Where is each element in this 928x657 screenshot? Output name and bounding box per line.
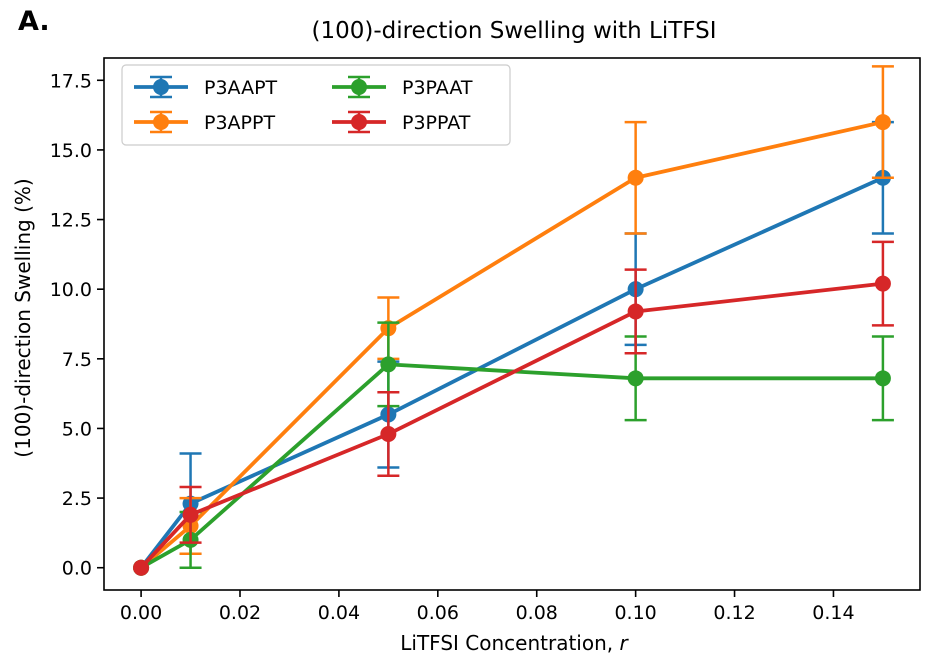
legend-marker <box>153 114 169 130</box>
chart-title: (100)-direction Swelling with LiTFSI <box>311 18 716 44</box>
data-point <box>380 426 397 443</box>
legend-label: P3PAAT <box>402 77 473 99</box>
data-point <box>627 303 644 320</box>
data-point <box>627 169 644 186</box>
y-tick-label: 5.0 <box>62 418 92 440</box>
series-p3ppat <box>133 240 894 576</box>
legend-box <box>121 64 511 146</box>
x-axis-variable: r <box>619 631 629 655</box>
y-tick-label: 2.5 <box>62 488 92 510</box>
x-tick-label: 0.08 <box>516 602 558 624</box>
x-tick-label: 0.10 <box>614 602 656 624</box>
x-axis-title: LiTFSI Concentration, r <box>400 631 629 655</box>
y-axis-title: (100)-direction Swelling (%) <box>11 178 35 457</box>
legend-label: P3APPT <box>204 112 275 134</box>
y-tick-label: 15.0 <box>50 140 92 162</box>
data-point <box>627 370 644 387</box>
data-point <box>874 275 891 292</box>
data-point <box>133 559 150 576</box>
x-tick-label: 0.12 <box>713 602 755 624</box>
y-tick-label: 7.5 <box>62 349 92 371</box>
panel-label: A. <box>18 6 50 37</box>
data-point <box>380 356 397 373</box>
x-tick-label: 0.14 <box>812 602 854 624</box>
legend-marker <box>153 79 169 95</box>
y-tick-label: 17.5 <box>50 70 92 92</box>
legend-marker <box>351 114 367 130</box>
y-tick-label: 12.5 <box>50 210 92 232</box>
plot-area <box>104 58 920 590</box>
legend-label: P3AAPT <box>204 77 278 99</box>
legend-item-p3appt: P3APPT <box>134 110 275 134</box>
legend-item-p3ppat: P3PPAT <box>332 110 471 134</box>
x-tick-label: 0.02 <box>219 602 261 624</box>
data-point <box>874 114 891 131</box>
legend-item-p3paat: P3PAAT <box>332 75 473 99</box>
x-tick-label: 0.00 <box>120 602 162 624</box>
x-tick-label: 0.06 <box>417 602 459 624</box>
data-point <box>182 506 199 523</box>
y-tick-label: 0.0 <box>62 558 92 580</box>
x-tick-label: 0.04 <box>318 602 360 624</box>
x-axis-title-text: LiTFSI Concentration, <box>400 631 619 655</box>
legend-item-p3aapt: P3AAPT <box>134 75 278 99</box>
y-tick-label: 10.0 <box>50 279 92 301</box>
legend-label: P3PPAT <box>402 112 471 134</box>
data-point <box>874 370 891 387</box>
legend-marker <box>351 79 367 95</box>
plot-frame <box>103 57 921 591</box>
